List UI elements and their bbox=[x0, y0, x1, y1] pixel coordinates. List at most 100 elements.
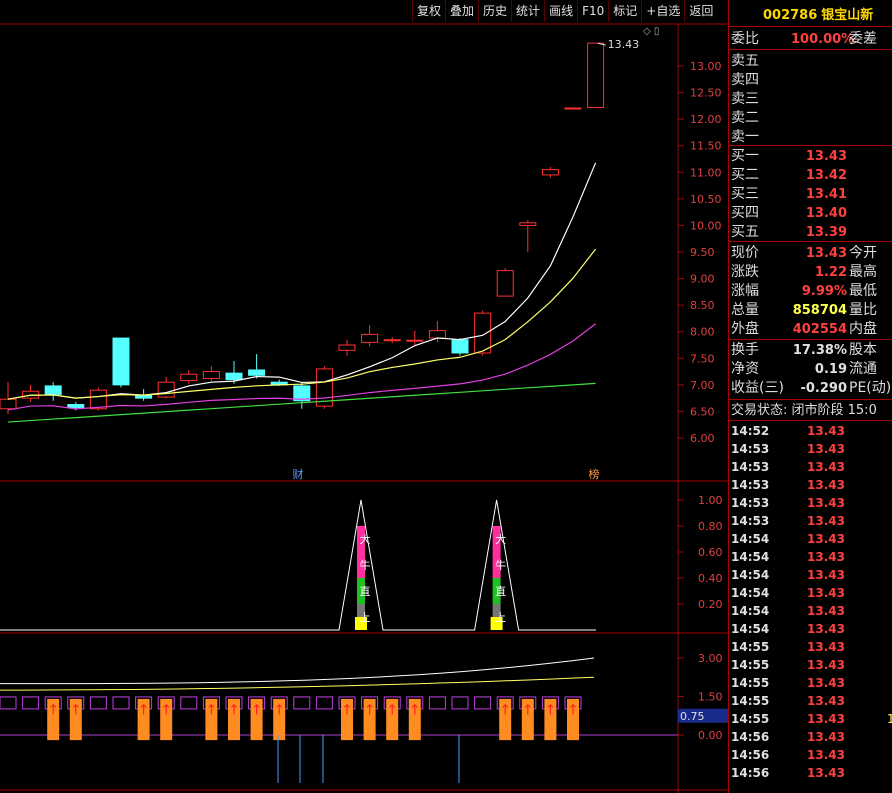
candle-body-up bbox=[383, 339, 401, 342]
stat2-row-rlabel: PE(动) bbox=[849, 380, 892, 396]
ask-row-label: 卖二 bbox=[731, 110, 759, 126]
stat2-row-value: -0.290 bbox=[800, 381, 847, 396]
candle-body-down bbox=[248, 369, 266, 376]
ind2-box bbox=[180, 696, 198, 710]
toolbar-btn-2[interactable]: 历史 bbox=[478, 0, 511, 22]
stat-row-value: 9.99% bbox=[801, 284, 847, 299]
tick-row: 14:53 13.43 bbox=[729, 512, 892, 530]
toolbar-btn-4[interactable]: 画线 bbox=[544, 0, 577, 22]
bid-row: 买五 13.39 bbox=[729, 223, 892, 242]
toolbar-btn-6[interactable]: 标记 bbox=[608, 0, 641, 22]
candle-body-up bbox=[519, 222, 537, 226]
ind1-char-label: 大 bbox=[360, 532, 371, 546]
ind2-arrow: ↑ bbox=[251, 702, 263, 718]
kline-chart-area[interactable]: 13.00 12.50 12.00 11.50 11.00 10.50 10.00 9.50 9… bbox=[0, 0, 728, 793]
tick-row: 14:56 13.43 bbox=[729, 746, 892, 764]
tick-price: 13.43 bbox=[807, 676, 845, 690]
tick-row: 14:53 13.43 bbox=[729, 440, 892, 458]
price-tick-label: 6.50 bbox=[690, 405, 715, 418]
quote-panel: 002786 银宝山新 委比 100.00% 委差 卖五 卖四 卖三 卖二 卖一 买一 13… bbox=[728, 0, 892, 793]
stat2-row-label: 净资 bbox=[731, 361, 759, 377]
stat-row-label: 总量 bbox=[731, 302, 759, 318]
tick-row: 14:53 13.43 bbox=[729, 458, 892, 476]
ind2-box bbox=[428, 696, 446, 710]
ask-row-label: 卖三 bbox=[731, 91, 759, 107]
tick-time: 14:55 bbox=[731, 640, 770, 654]
tick-row: 14:55 13.43 1 bbox=[729, 710, 892, 728]
candle-body-down bbox=[44, 385, 62, 395]
ind2-line-yellow bbox=[0, 676, 595, 691]
tick-price: 13.43 bbox=[807, 622, 845, 636]
ind2-current-value: 0.75 bbox=[680, 710, 705, 723]
toolbar-btn-1[interactable]: 叠加 bbox=[445, 0, 478, 22]
tick-row: 14:54 13.43 bbox=[729, 620, 892, 638]
tick-time: 14:54 bbox=[731, 586, 770, 600]
weibi-row: 委比 100.00% 委差 bbox=[731, 31, 877, 47]
ind1-char-label: 直 bbox=[495, 584, 506, 598]
ask-row: 卖四 bbox=[729, 71, 892, 90]
price-tick-label: 11.50 bbox=[690, 140, 722, 153]
price-tick-label: 11.00 bbox=[690, 166, 722, 179]
bid-row-value: 13.42 bbox=[805, 168, 847, 183]
ind1-bar-green bbox=[492, 578, 501, 604]
ind2-bar-orange bbox=[386, 698, 399, 741]
ma-line-yellow bbox=[7, 248, 597, 400]
stat2-row-label: 换手 bbox=[731, 342, 759, 358]
ind2-bar-orange bbox=[228, 698, 240, 741]
bid-row-label: 买五 bbox=[731, 224, 759, 240]
stat2-row-label: 收益(三) bbox=[731, 380, 784, 396]
tick-time: 14:53 bbox=[731, 496, 770, 510]
ind2-bar-orange bbox=[544, 698, 557, 741]
chart-corner-icons[interactable]: ◇ ▯ bbox=[643, 26, 660, 37]
ind1-bar-green bbox=[357, 578, 365, 604]
price-tick-label: 6.00 bbox=[690, 432, 715, 445]
tick-row: 14:54 13.43 bbox=[729, 548, 892, 566]
stock-name: 银宝山新 bbox=[821, 8, 874, 23]
tick-row: 14:54 13.43 bbox=[729, 584, 892, 602]
bid-row-label: 买一 bbox=[731, 148, 759, 164]
price-tick-label: 12.50 bbox=[690, 87, 722, 100]
price-tick-label: 10.00 bbox=[690, 219, 722, 232]
tick-price: 13.43 bbox=[807, 766, 845, 780]
tick-price: 13.43 bbox=[807, 586, 845, 600]
ind1-tick-label: 1.00 bbox=[698, 494, 723, 507]
ind2-arrow: ↑ bbox=[228, 702, 240, 718]
ind2-tick-label: 3.00 bbox=[698, 652, 723, 665]
ind2-box bbox=[474, 696, 492, 710]
candle-body-up bbox=[361, 333, 379, 343]
toolbar-btn-3[interactable]: 统计 bbox=[511, 0, 544, 22]
tick-price: 13.43 bbox=[807, 532, 845, 546]
stat2-row: 净资 0.19 流通 bbox=[729, 360, 892, 379]
tick-time: 14:56 bbox=[731, 766, 770, 780]
tick-row: 14:56 13.43 bbox=[729, 728, 892, 746]
price-tick-label: 12.00 bbox=[690, 113, 722, 126]
toolbar-btn-5[interactable]: F10 bbox=[577, 0, 608, 22]
ind1-bar-pink bbox=[357, 526, 365, 578]
bid-row-value: 13.40 bbox=[805, 206, 847, 221]
ind1-char-label: 大 bbox=[495, 532, 506, 546]
toolbar-btn-8[interactable]: 返回 bbox=[684, 0, 717, 22]
stat-row-value: 1.22 bbox=[814, 265, 847, 280]
ind1-char-label: 上 bbox=[360, 611, 371, 624]
toolbar-btn-7[interactable]: +自选 bbox=[641, 0, 684, 22]
trade-status: 交易状态: 闭市阶段 15:0 bbox=[731, 403, 877, 418]
event-label-cai: 财 bbox=[293, 467, 304, 481]
tick-row: 14:56 13.43 bbox=[729, 764, 892, 782]
ind1-tick-label: 0.40 bbox=[698, 572, 723, 585]
price-tick-label: 8.00 bbox=[690, 326, 715, 339]
stat-row-rlabel: 最高 bbox=[849, 264, 877, 280]
ind2-box bbox=[315, 696, 333, 710]
ind2-box bbox=[293, 696, 311, 710]
tick-row: 14:55 13.43 bbox=[729, 674, 892, 692]
toolbar: 复权 叠加 历史 统计 画线 F10 标记 +自选 返回 bbox=[412, 0, 717, 24]
ind2-box bbox=[0, 696, 17, 710]
ind1-bar-gray bbox=[357, 604, 365, 617]
ind2-arrow: ↑ bbox=[409, 702, 421, 718]
toolbar-btn-0[interactable]: 复权 bbox=[412, 0, 445, 22]
ind2-bar-orange bbox=[273, 698, 286, 741]
ind2-bar-orange bbox=[205, 698, 218, 741]
ind2-bar-orange bbox=[47, 698, 60, 741]
high-marker-line bbox=[597, 42, 606, 46]
tick-price: 13.43 bbox=[807, 442, 845, 456]
ind2-bar-orange bbox=[363, 698, 376, 741]
